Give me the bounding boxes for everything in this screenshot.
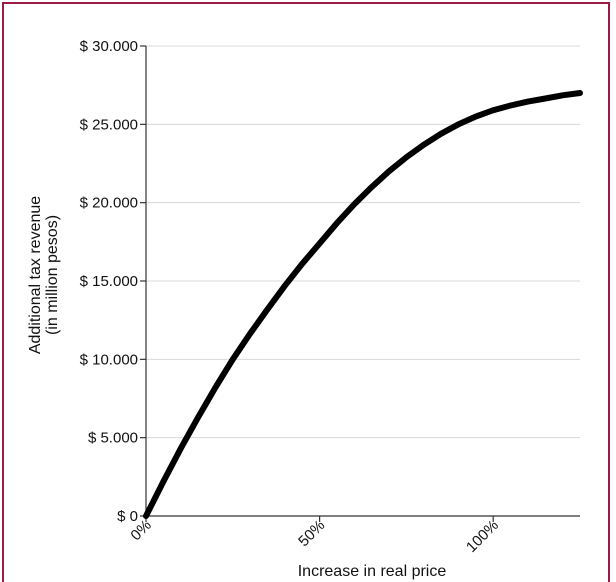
x-tick-labels: 0% 50% 100%	[127, 516, 502, 556]
y-tick-label: $ 10.000	[80, 351, 138, 368]
x-tick-label: 50%	[295, 517, 328, 550]
y-axis-title-line-2: (in million pesos)	[44, 215, 61, 335]
y-axis-title: Additional tax revenue (in million pesos…	[27, 196, 61, 354]
y-axis-title-line-1: Additional tax revenue	[27, 196, 44, 354]
y-tick-label: $ 20.000	[80, 195, 138, 212]
x-axis-title: Increase in real price	[298, 563, 447, 580]
y-tick-labels: $ 0 $ 5.000 $ 10.000 $ 15.000 $ 20.000 $ 25.0…	[80, 38, 146, 525]
y-tick-label: $ 25.000	[80, 116, 138, 133]
revenue-curve	[143, 90, 583, 519]
y-tick-label: $ 15.000	[80, 273, 138, 290]
y-tick-label: $ 5.000	[88, 430, 138, 447]
x-tick-label-group: 50%	[295, 517, 328, 550]
y-tick-label: $ 0	[117, 508, 138, 525]
y-tick-label: $ 30.000	[80, 38, 138, 55]
x-tick-label-group: 100%	[463, 517, 502, 556]
grid-lines	[146, 45, 580, 439]
x-tick-label: 100%	[463, 517, 502, 556]
series	[143, 90, 583, 519]
